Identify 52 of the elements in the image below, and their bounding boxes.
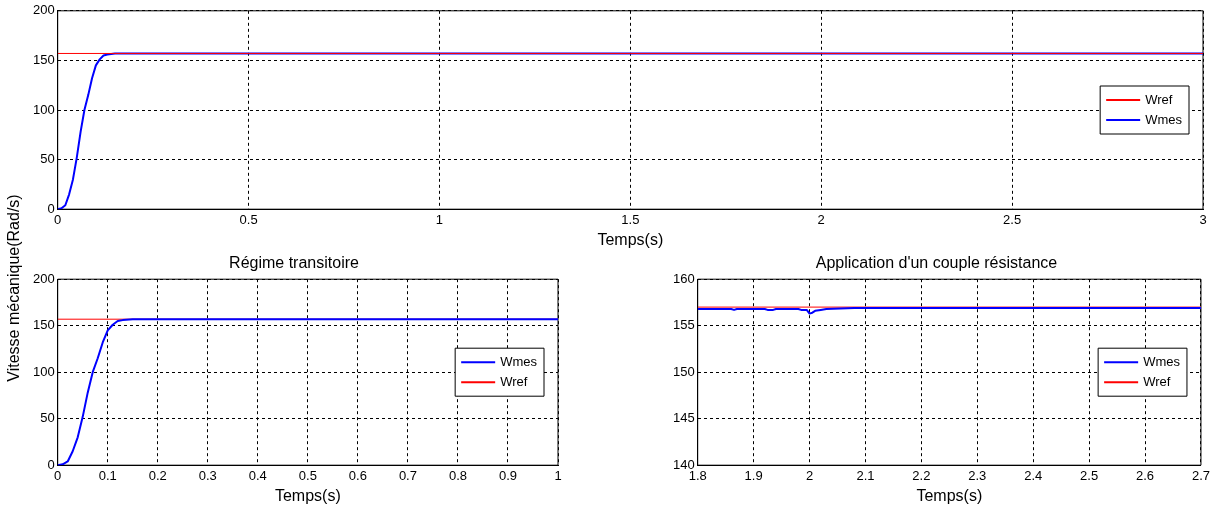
y-tick-label: 50 — [40, 410, 55, 426]
y-tick-label: 150 — [672, 363, 695, 379]
x-tick-label: 2.2 — [912, 467, 931, 483]
legend-label: Wmes — [1143, 353, 1181, 369]
chart-title: Application d'un couple résistance — [815, 254, 1058, 272]
x-tick-label: 0.1 — [98, 467, 117, 483]
x-tick-label: 2 — [805, 467, 814, 483]
y-tick-label: 0 — [47, 200, 55, 216]
x-tick-label: 0.8 — [448, 467, 467, 483]
y-tick-label: 200 — [32, 2, 55, 18]
y-tick-label: 100 — [32, 101, 55, 117]
x-tick-label: 2.4 — [1024, 467, 1043, 483]
x-tick-label: 2 — [817, 211, 825, 227]
x-tick-label: 0.7 — [398, 467, 417, 483]
x-tick-label: 2.3 — [968, 467, 987, 483]
x-tick-label: 2.6 — [1136, 467, 1155, 483]
x-tick-label: 0.3 — [198, 467, 217, 483]
x-tick-label: 0.5 — [298, 467, 317, 483]
legend-label: Wref — [1143, 373, 1171, 389]
x-tick-label: 0.6 — [348, 467, 367, 483]
legend-label: Wmes — [1145, 111, 1183, 127]
x-tick-label: 2.5 — [1003, 211, 1022, 227]
x-tick-label: 1 — [554, 467, 562, 483]
x-tick-label: 1.5 — [621, 211, 640, 227]
x-tick-label: 0.5 — [239, 211, 258, 227]
y-tick-label: 100 — [32, 363, 55, 379]
legend-label: Wmes — [500, 353, 538, 369]
y-tick-label: 50 — [40, 151, 55, 167]
x-axis-title: Temps(s) — [274, 486, 341, 504]
y-tick-label: 140 — [672, 456, 695, 472]
x-tick-label: 0.9 — [498, 467, 518, 483]
y-tick-label: 160 — [672, 270, 695, 286]
x-tick-label: 1.9 — [744, 467, 763, 483]
x-axis-title: Temps(s) — [916, 486, 983, 504]
x-tick-label: 2.1 — [856, 467, 875, 483]
y-tick-label: 0 — [47, 456, 55, 472]
y-tick-label: 145 — [672, 410, 695, 426]
y-axis-title: Vitesse mécanique(Rad/s) — [5, 194, 23, 382]
y-tick-label: 155 — [672, 317, 695, 333]
x-tick-label: 3 — [1199, 211, 1207, 227]
x-tick-label: 0.4 — [248, 467, 267, 483]
legend-label: Wref — [500, 373, 528, 389]
x-tick-label: 1 — [435, 211, 444, 227]
y-tick-label: 150 — [32, 317, 55, 333]
legend-label: Wref — [1145, 91, 1173, 107]
x-axis-title: Temps(s) — [597, 230, 664, 248]
x-tick-label: 0.2 — [148, 467, 167, 483]
y-tick-label: 200 — [32, 270, 55, 286]
x-tick-label: 2.7 — [1191, 467, 1210, 483]
chart-title: Régime transitoire — [229, 254, 360, 272]
y-tick-label: 150 — [32, 51, 55, 67]
x-tick-label: 2.5 — [1080, 467, 1099, 483]
